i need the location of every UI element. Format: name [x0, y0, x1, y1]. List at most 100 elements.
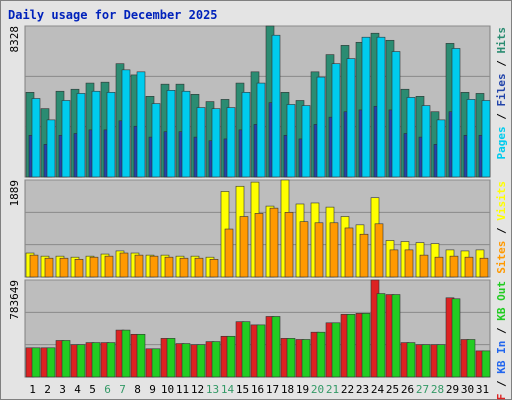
- x-tick-label: 20: [311, 383, 324, 396]
- x-tick-label: 19: [296, 383, 309, 396]
- bar: [299, 221, 309, 278]
- x-tick-label: 7: [119, 383, 126, 396]
- legend: Pages / Files / Hits: [495, 27, 508, 160]
- x-tick-label: 23: [356, 383, 369, 396]
- bar: [346, 58, 356, 178]
- x-tick-label: 11: [176, 383, 189, 396]
- legend-entry: Hits: [495, 27, 508, 54]
- bar: [46, 119, 56, 178]
- bar: [74, 258, 84, 278]
- bar: [61, 100, 71, 178]
- bar: [254, 213, 264, 278]
- legend-entry: KB In: [495, 341, 508, 374]
- bar: [104, 255, 114, 278]
- bar: [239, 216, 249, 278]
- x-tick-label: 10: [161, 383, 174, 396]
- bar: [359, 233, 369, 278]
- bar: [331, 322, 341, 378]
- bar: [196, 107, 206, 178]
- bar: [211, 341, 221, 378]
- chart-title: Daily usage for December 2025: [8, 8, 218, 22]
- bar: [181, 343, 191, 378]
- bar: [59, 257, 69, 278]
- x-tick-label: 17: [266, 383, 279, 396]
- x-tick-label: 13: [206, 383, 219, 396]
- legend-entry: Sites: [495, 241, 508, 274]
- bar: [149, 255, 159, 278]
- bar: [241, 321, 251, 378]
- bar: [286, 104, 296, 178]
- bar: [346, 314, 356, 378]
- bar: [166, 90, 176, 178]
- bar: [194, 257, 204, 278]
- x-tick-label: 27: [416, 383, 429, 396]
- bar: [436, 119, 446, 178]
- bar: [286, 338, 296, 378]
- x-tick-label: 29: [446, 383, 459, 396]
- bar: [421, 344, 431, 378]
- bar: [271, 316, 281, 378]
- y-max-label: 8328: [8, 26, 21, 53]
- x-tick-label: 9: [149, 383, 156, 396]
- bar: [481, 350, 491, 378]
- bar: [361, 36, 371, 178]
- bar: [284, 212, 294, 278]
- x-tick-label: 12: [191, 383, 204, 396]
- bar: [91, 90, 101, 178]
- bar: [166, 338, 176, 378]
- bar: [376, 293, 386, 378]
- bar: [451, 48, 461, 178]
- bar: [451, 298, 461, 378]
- legend-separator: /: [495, 374, 508, 394]
- bar: [361, 313, 371, 378]
- bar: [136, 71, 146, 178]
- bar: [466, 339, 476, 378]
- bar: [391, 51, 401, 178]
- x-tick-label: 26: [401, 383, 414, 396]
- bar: [136, 333, 146, 378]
- x-tick-label: 15: [236, 383, 249, 396]
- x-tick-label: 3: [59, 383, 66, 396]
- bar: [329, 222, 339, 278]
- bar: [106, 342, 116, 378]
- y-max-label: 783649: [8, 280, 21, 320]
- legend-entry: Visits: [495, 181, 508, 221]
- bar: [226, 335, 236, 378]
- legend-entry: KB Out: [495, 281, 508, 321]
- bar: [164, 256, 174, 278]
- bar: [181, 90, 191, 178]
- x-tick-label: 16: [251, 383, 264, 396]
- x-tick-label: 31: [476, 383, 489, 396]
- bar: [61, 340, 71, 378]
- bar: [121, 69, 131, 178]
- bar: [106, 92, 116, 178]
- x-tick-label: 14: [221, 383, 235, 396]
- bar: [316, 331, 326, 378]
- bar: [316, 76, 326, 178]
- x-tick-label: 21: [326, 383, 339, 396]
- bar: [314, 222, 324, 278]
- bar: [211, 108, 221, 178]
- bar: [121, 329, 131, 378]
- bar: [301, 105, 311, 178]
- bar: [404, 249, 414, 278]
- bar: [151, 103, 161, 178]
- legend-separator: /: [495, 107, 508, 127]
- x-tick-label: 8: [134, 383, 141, 396]
- bar: [76, 93, 86, 178]
- bar: [226, 107, 236, 178]
- legend-separator: /: [495, 321, 508, 341]
- x-tick-label: 18: [281, 383, 294, 396]
- x-tick-label: 25: [386, 383, 399, 396]
- bar: [481, 100, 491, 178]
- bar: [391, 294, 401, 378]
- bar: [436, 344, 446, 378]
- bar: [406, 342, 416, 378]
- legend-entry: Pages: [495, 126, 508, 159]
- bar: [449, 255, 459, 278]
- x-tick-label: 30: [461, 383, 474, 396]
- bar: [151, 348, 161, 378]
- bar: [119, 252, 129, 278]
